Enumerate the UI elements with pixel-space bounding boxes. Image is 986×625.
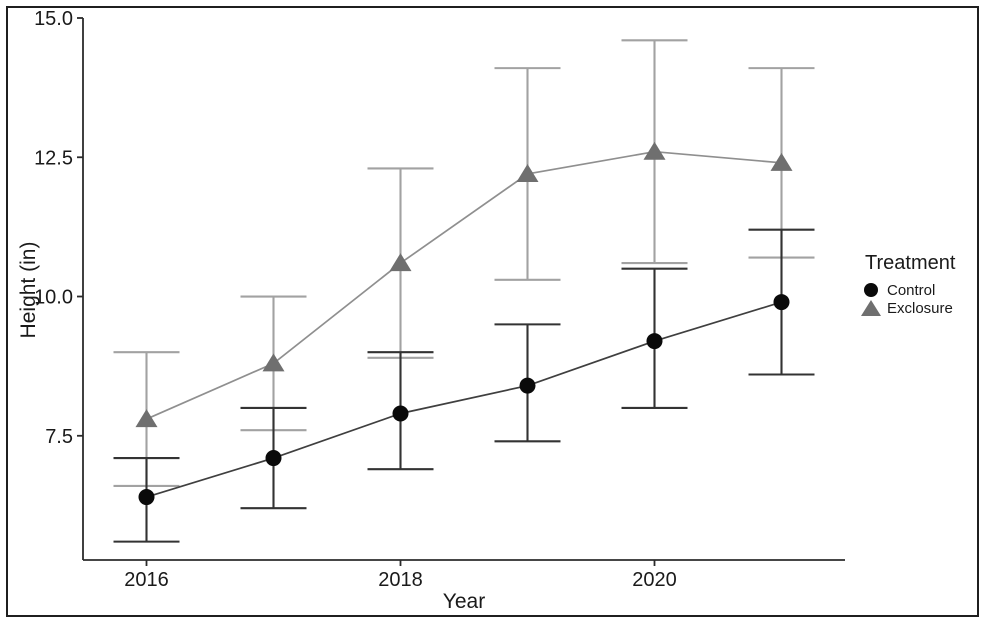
legend-title: Treatment bbox=[865, 252, 956, 274]
legend-item-control: Control bbox=[855, 281, 955, 299]
legend-label-exclosure: Exclosure bbox=[887, 299, 953, 317]
axes bbox=[82, 18, 845, 561]
x-axis-ticks: 2016 2018 2020 bbox=[124, 560, 677, 591]
data-point-circle bbox=[392, 405, 409, 422]
data-point-circle bbox=[646, 333, 663, 350]
data-point-circle bbox=[519, 377, 536, 394]
error-bars-control bbox=[113, 228, 815, 543]
data-point-triangle bbox=[389, 253, 412, 272]
data-point-triangle bbox=[643, 141, 666, 160]
data-point-circle bbox=[773, 294, 790, 311]
legend-symbol-wrap bbox=[855, 300, 887, 316]
legend-item-exclosure: Exclosure bbox=[855, 299, 955, 317]
exclosure-triangle-icon bbox=[861, 300, 881, 316]
legend-symbol-wrap bbox=[855, 283, 887, 297]
data-point-triangle bbox=[516, 163, 539, 182]
data-point-circle bbox=[265, 450, 282, 467]
data-point-circle bbox=[138, 489, 155, 506]
series-line-control bbox=[146, 301, 782, 498]
legend-label-control: Control bbox=[887, 281, 936, 299]
error-bars-exclosure bbox=[113, 39, 815, 487]
y-tick-label: 7.5 bbox=[45, 426, 73, 448]
x-tick-label: 2020 bbox=[632, 569, 677, 591]
x-tick-label: 2016 bbox=[124, 569, 169, 591]
control-circle-icon bbox=[864, 283, 878, 297]
y-tick-label: 10.0 bbox=[34, 287, 73, 309]
data-point-triangle bbox=[135, 409, 158, 428]
series-line-exclosure bbox=[146, 150, 782, 420]
y-axis-title: Height (in) bbox=[17, 241, 40, 339]
y-tick-label: 15.0 bbox=[34, 8, 73, 30]
series-markers-control bbox=[138, 294, 790, 506]
x-axis-title: Year bbox=[442, 590, 486, 613]
y-tick-label: 12.5 bbox=[34, 147, 73, 169]
series-markers-exclosure bbox=[135, 141, 793, 428]
y-axis-ticks: 7.5 10.0 12.5 15.0 bbox=[34, 8, 83, 448]
data-point-triangle bbox=[262, 353, 285, 372]
data-point-triangle bbox=[770, 152, 793, 171]
x-tick-label: 2018 bbox=[378, 569, 423, 591]
legend: Treatment Control Exclosure bbox=[855, 252, 955, 317]
